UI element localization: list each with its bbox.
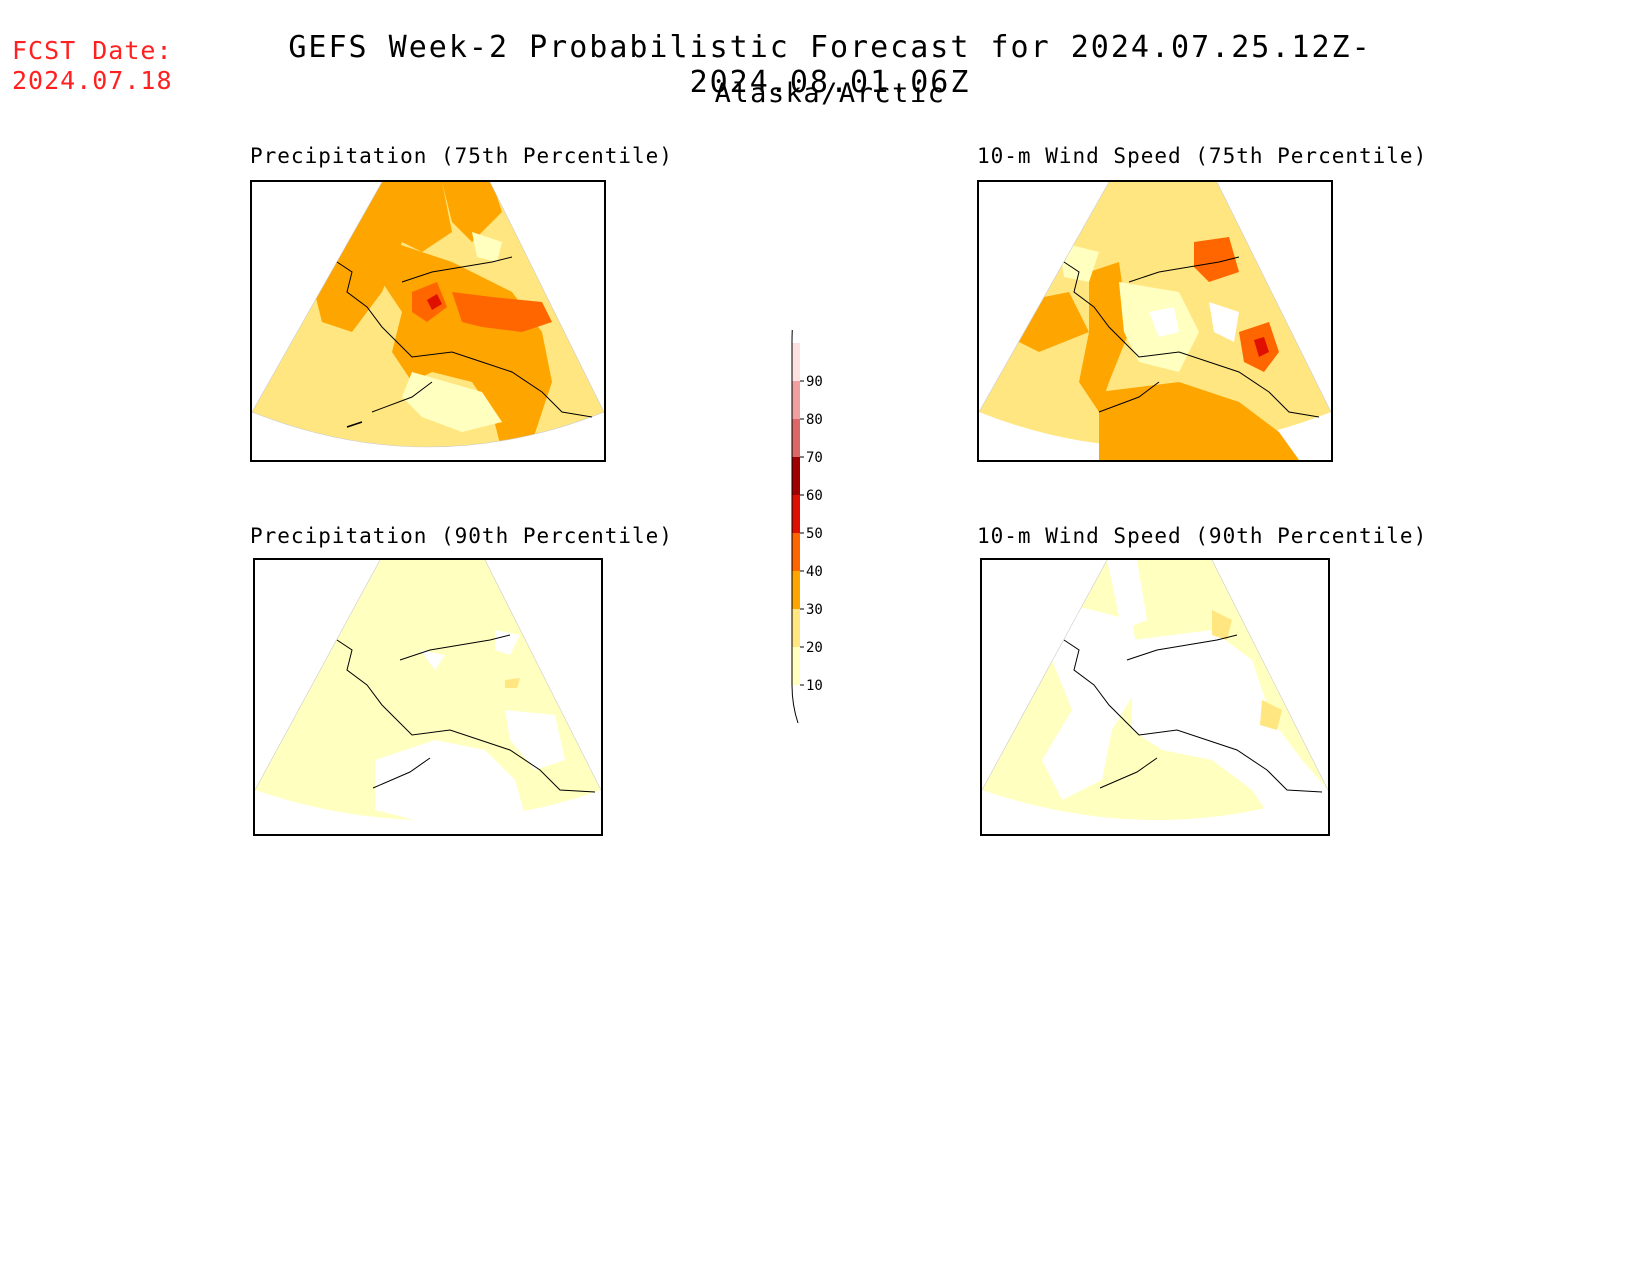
colorbar-bottom-cap: [791, 684, 799, 724]
colorbar-tick-label: 70: [806, 450, 823, 466]
fcst-date-label: FCST Date:: [12, 36, 173, 65]
colorbar-swatch: [792, 647, 800, 685]
colorbar-tick-label: 20: [806, 640, 823, 656]
colorbar-tick-label: 60: [806, 488, 823, 504]
colorbar-swatch: [792, 609, 800, 647]
colorbar: 10 20 30 40 50 60 70 80 90: [790, 312, 850, 734]
map-wind-75: [977, 180, 1333, 462]
colorbar-swatch: [792, 381, 800, 419]
colorbar-top-cap: [791, 312, 795, 344]
colorbar-tick-label: 30: [806, 602, 823, 618]
colorbar-swatch: [792, 495, 800, 533]
colorbar-swatch: [792, 343, 800, 381]
page-subtitle: Alaska/Arctic: [714, 78, 946, 109]
colorbar-tick-label: 10: [806, 678, 823, 694]
fcst-date-value: 2024.07.18: [12, 66, 173, 95]
colorbar-swatch: [792, 419, 800, 457]
map-wind-90: [980, 558, 1330, 836]
map-precip-75: [250, 180, 606, 462]
colorbar-swatch: [792, 533, 800, 571]
colorbar-swatch: [792, 571, 800, 609]
panel-title-precip-90: Precipitation (90th Percentile): [250, 524, 673, 548]
colorbar-swatch: [792, 457, 800, 495]
panel-title-wind-75: 10-m Wind Speed (75th Percentile): [977, 144, 1428, 168]
colorbar-tick-label: 40: [806, 564, 823, 580]
map-precip-90: [253, 558, 603, 836]
colorbar-svg: 10 20 30 40 50 60 70 80 90: [791, 312, 823, 724]
colorbar-tick-label: 90: [806, 374, 823, 390]
panel-title-precip-75: Precipitation (75th Percentile): [250, 144, 673, 168]
colorbar-tick-label: 80: [806, 412, 823, 428]
panel-title-wind-90: 10-m Wind Speed (90th Percentile): [977, 524, 1428, 548]
page-title: GEFS Week-2 Probabilistic Forecast for 2…: [288, 30, 1372, 100]
colorbar-tick-label: 50: [806, 526, 823, 542]
fcst-date: FCST Date: 2024.07.18: [12, 36, 173, 96]
